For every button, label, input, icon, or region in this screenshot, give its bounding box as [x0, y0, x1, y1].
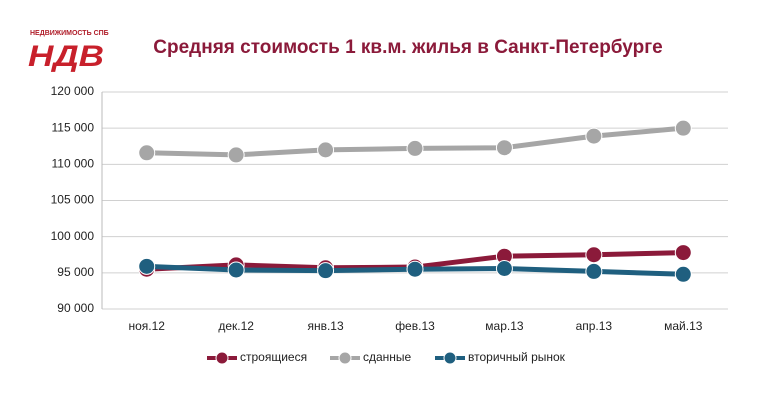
data-point: [406, 260, 424, 278]
legend-label: сданные: [363, 350, 412, 364]
data-point: [227, 146, 245, 164]
data-point: [138, 144, 156, 162]
data-point: [585, 262, 603, 280]
y-tick-label: 100 000: [51, 229, 95, 243]
x-tick-label: апр.13: [576, 319, 613, 333]
legend-label: вторичный рынок: [468, 350, 566, 364]
chart-title: Средняя стоимость 1 кв.м. жилья в Санкт-…: [153, 37, 662, 58]
data-point: [138, 257, 156, 275]
data-point: [585, 127, 603, 145]
y-tick-label: 90 000: [57, 301, 94, 315]
y-tick-label: 115 000: [52, 120, 95, 134]
data-point: [674, 244, 692, 262]
logo-mark: НДВ: [28, 40, 104, 73]
logo-caption: НЕДВИЖИМОСТЬ СПБ: [30, 30, 109, 37]
data-point: [227, 261, 245, 279]
data-point: [495, 259, 513, 277]
y-tick-label: 110 000: [52, 157, 95, 171]
y-tick-label: 105 000: [51, 193, 95, 207]
x-tick-label: май.13: [664, 319, 703, 333]
data-point: [495, 139, 513, 157]
x-tick-label: мар.13: [485, 319, 524, 333]
data-point: [317, 262, 335, 280]
x-tick-label: фев.13: [395, 319, 435, 333]
y-tick-label: 120 000: [51, 84, 95, 98]
legend-swatch: [443, 351, 457, 365]
x-tick-label: дек.12: [218, 319, 254, 333]
data-point: [585, 246, 603, 264]
y-tick-label: 95 000: [57, 265, 94, 279]
data-point: [674, 265, 692, 283]
legend-swatch: [215, 351, 229, 365]
x-tick-label: ноя.12: [128, 319, 165, 333]
legend-swatch: [338, 351, 352, 365]
data-point: [406, 139, 424, 157]
data-point: [317, 141, 335, 159]
legend-label: строящиеся: [240, 350, 307, 364]
data-point: [674, 119, 692, 137]
x-tick-label: янв.13: [307, 319, 344, 333]
